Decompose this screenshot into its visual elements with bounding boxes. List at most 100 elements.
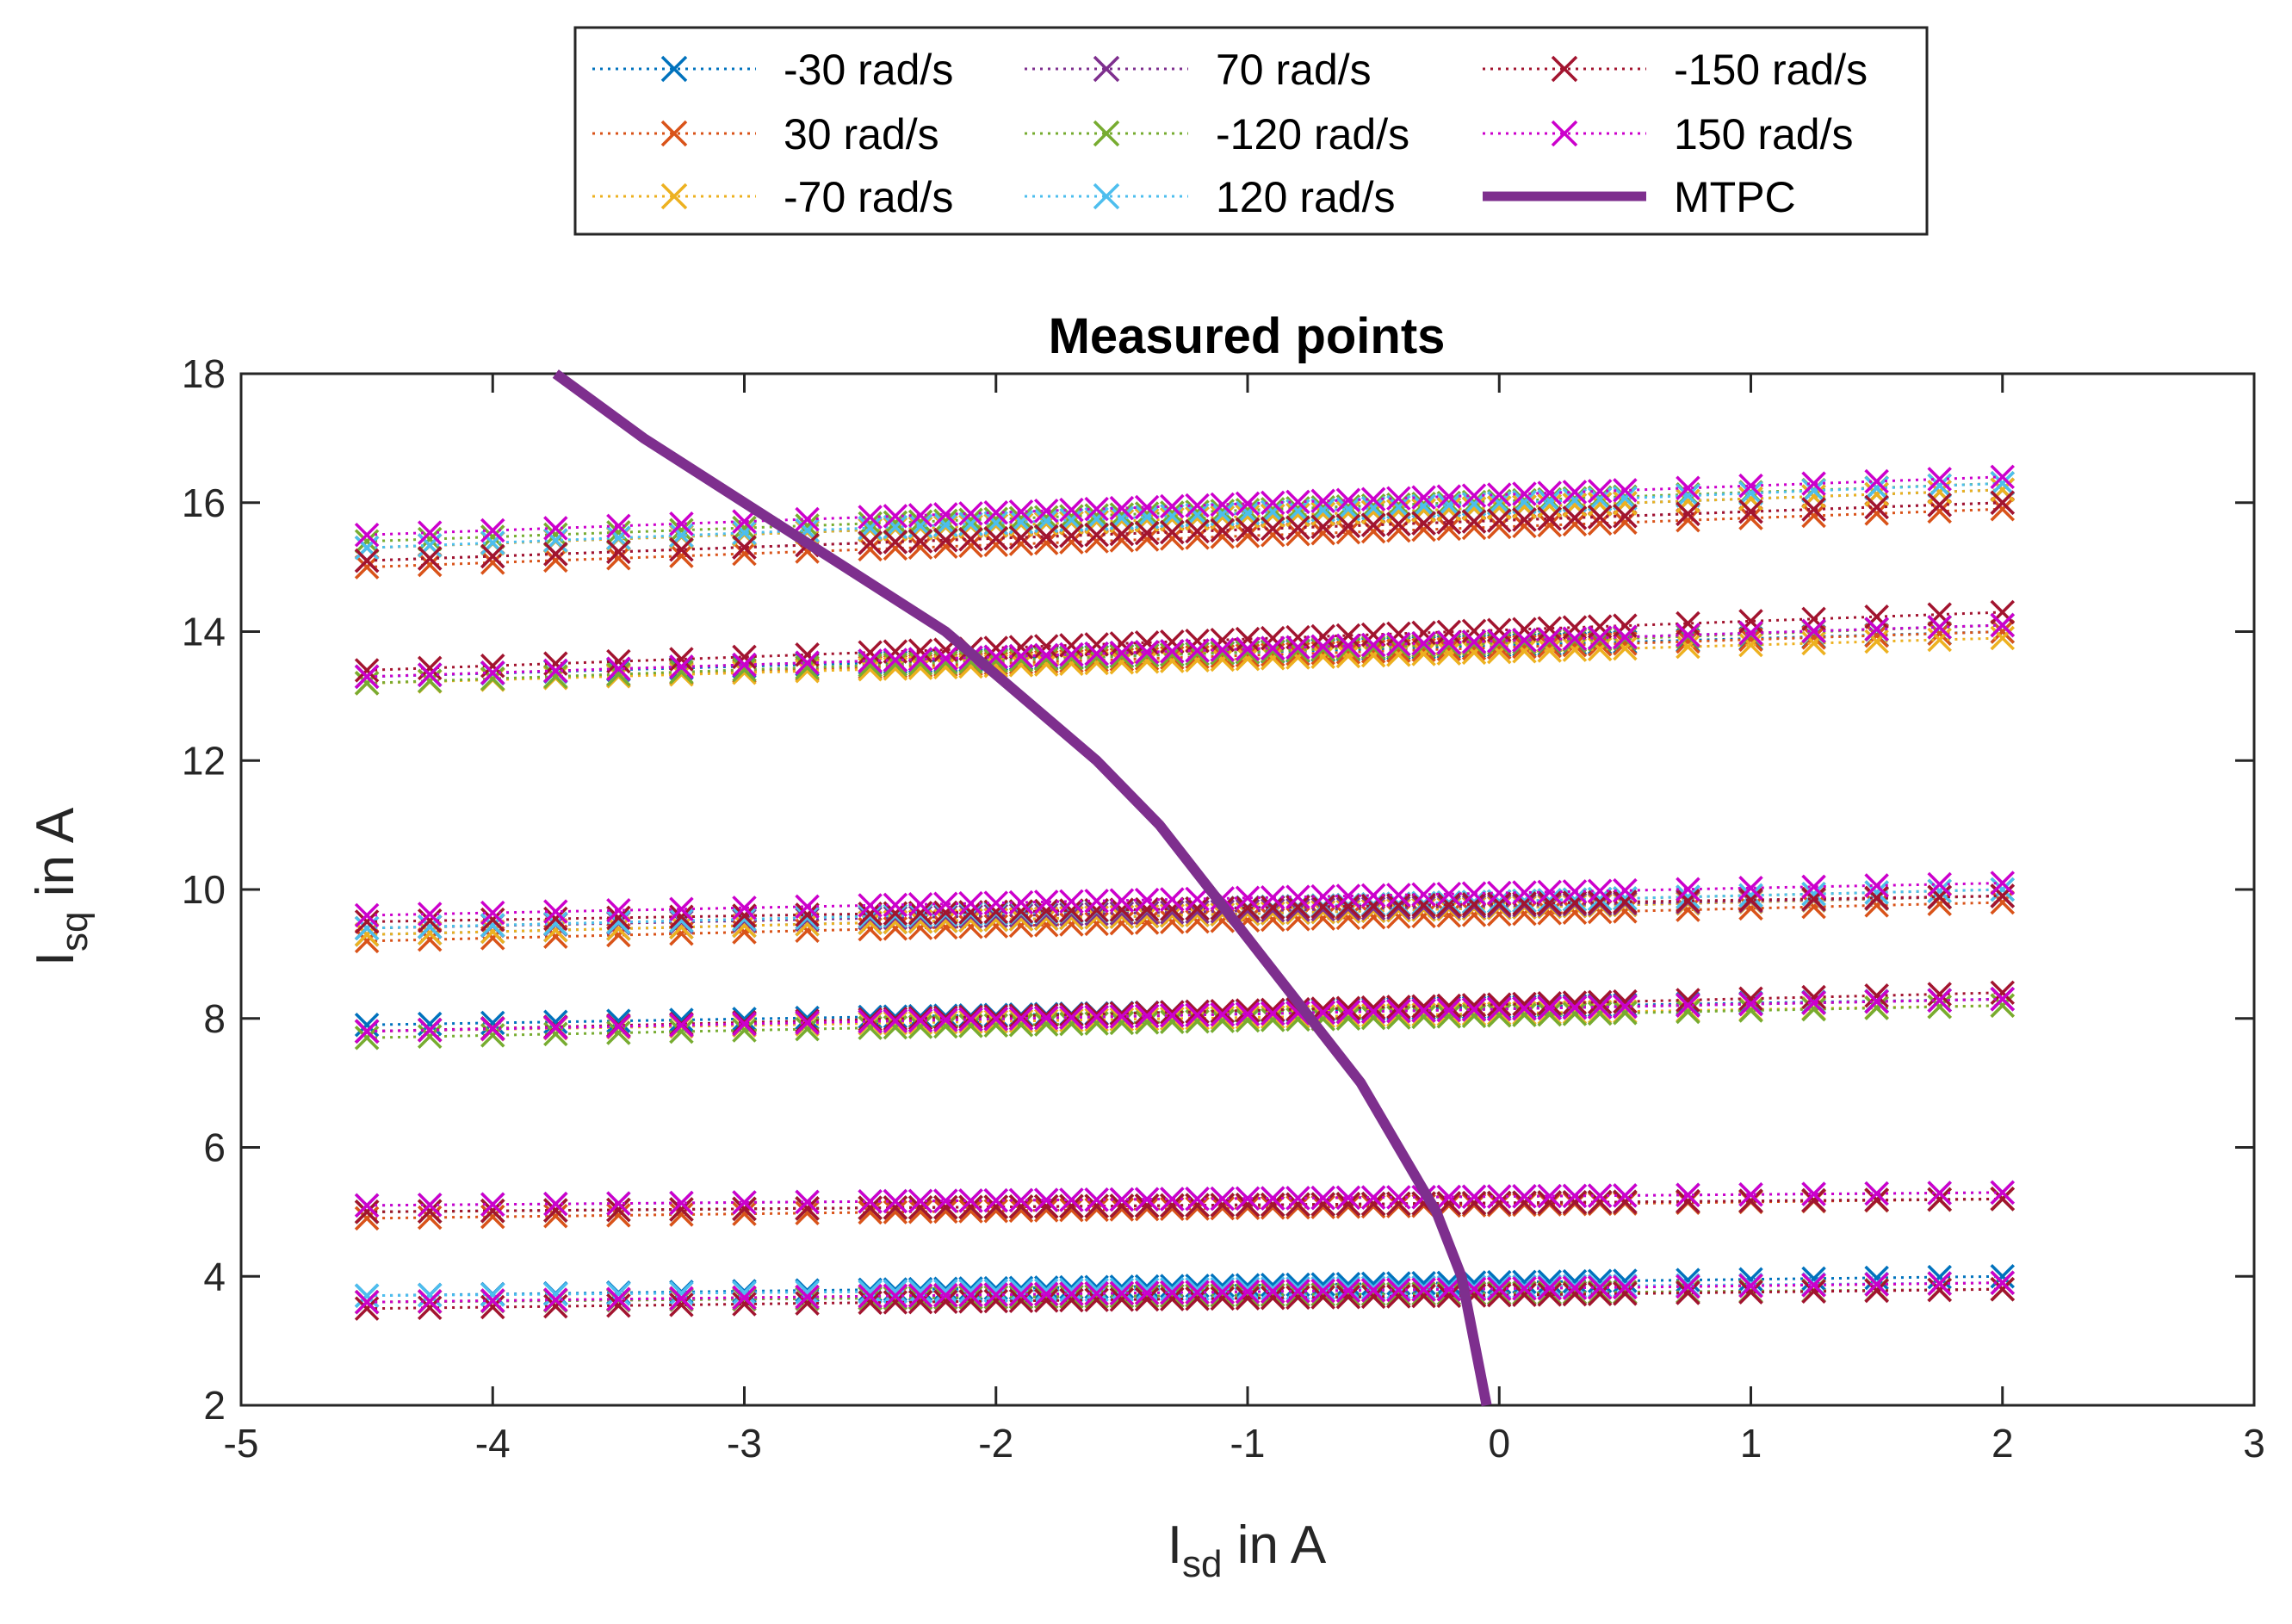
data-point: [732, 652, 757, 678]
data-point: [1260, 1004, 1285, 1030]
data-point: [1335, 487, 1361, 512]
data-point: [1109, 1277, 1135, 1303]
data-point: [1008, 1278, 1034, 1303]
data-point: [1033, 498, 1059, 524]
data-point: [417, 546, 443, 571]
data-point: [1512, 617, 1537, 642]
data-point: [983, 890, 1008, 915]
data-point: [1210, 499, 1236, 524]
data-point: [1676, 623, 1700, 648]
data-point: [1461, 629, 1487, 654]
y-tick-label: 16: [182, 480, 226, 525]
data-point: [1436, 630, 1462, 655]
data-point: [1033, 1002, 1059, 1028]
series-line: [367, 1281, 2003, 1304]
data-point: [1134, 649, 1160, 674]
data-point: [606, 1191, 631, 1216]
data-point: [795, 1284, 820, 1310]
data-point: [1562, 990, 1588, 1015]
data-point: [1587, 995, 1613, 1020]
data-point: [883, 1008, 908, 1033]
data-point: [1864, 617, 1889, 642]
data-point: [1109, 1004, 1135, 1029]
data-point: [983, 1008, 1008, 1034]
data-point: [1360, 999, 1386, 1024]
data-point: [1360, 1003, 1386, 1028]
data-point: [1864, 873, 1889, 898]
data-point: [1160, 639, 1185, 664]
data-point: [1310, 1192, 1335, 1217]
data-point: [1927, 602, 1952, 627]
data-point: [1210, 998, 1236, 1024]
data-point: [543, 658, 568, 684]
data-point: [1008, 1006, 1034, 1031]
data-point: [958, 1013, 983, 1038]
data-point: [1562, 637, 1588, 662]
data-point: [1676, 988, 1700, 1013]
data-point: [1738, 620, 1763, 646]
data-point: [606, 539, 631, 565]
data-point: [1864, 1181, 1889, 1206]
data-point: [1562, 480, 1588, 505]
data-point: [543, 1191, 568, 1217]
data-point: [1487, 508, 1512, 533]
data-point: [1512, 481, 1537, 506]
data-point: [732, 1280, 757, 1305]
data-point: [1512, 888, 1537, 914]
data-point: [1512, 639, 1537, 664]
data-point: [606, 909, 631, 935]
data-point: [795, 902, 820, 927]
data-point: [1537, 879, 1562, 905]
x-tick-label: 2: [1992, 1421, 2014, 1466]
data-point: [1411, 994, 1436, 1019]
data-point: [1008, 1284, 1034, 1310]
data-point: [1461, 891, 1487, 917]
data-point: [417, 520, 443, 545]
data-point: [858, 648, 883, 673]
data-point: [1084, 1007, 1109, 1032]
data-point: [1260, 1001, 1285, 1026]
data-point: [1109, 1007, 1135, 1032]
data-point: [908, 647, 933, 672]
data-point: [1335, 1284, 1361, 1310]
data-point: [1033, 634, 1059, 659]
data-point: [1411, 637, 1436, 662]
data-point: [1109, 528, 1135, 553]
data-point: [1033, 642, 1059, 668]
data-point: [933, 508, 958, 534]
data-point: [1562, 1275, 1588, 1300]
series-line: [367, 997, 2003, 1033]
legend-item: 30 rad/s: [592, 110, 939, 158]
data-point: [1235, 1276, 1261, 1301]
data-point: [795, 1016, 820, 1042]
data-point: [1801, 618, 1826, 644]
data-point: [1134, 887, 1160, 913]
legend-item: -150 rad/s: [1483, 46, 1868, 94]
data-point: [1990, 1180, 2015, 1206]
data-point: [795, 1196, 820, 1221]
data-point: [1512, 995, 1537, 1021]
data-point: [1990, 612, 2015, 638]
data-point: [1411, 1281, 1436, 1306]
data-point: [908, 509, 933, 535]
data-point: [1260, 1282, 1285, 1308]
data-point: [1562, 879, 1588, 904]
x-tick-label: -4: [475, 1421, 511, 1466]
data-point: [1335, 1000, 1361, 1025]
data-point: [1235, 626, 1261, 652]
data-point: [1537, 1001, 1562, 1027]
data-point: [1160, 1196, 1185, 1222]
data-point: [1411, 517, 1436, 542]
data-point: [933, 908, 958, 933]
data-point: [1461, 509, 1487, 534]
data-point: [1033, 898, 1059, 924]
data-point: [1033, 1193, 1059, 1219]
data-point: [732, 1190, 757, 1215]
data-point: [1109, 649, 1135, 675]
data-point: [1160, 1280, 1185, 1305]
data-point: [1512, 1276, 1537, 1301]
data-point: [1310, 1285, 1335, 1310]
data-point: [1235, 1007, 1261, 1033]
data-point: [732, 515, 757, 541]
y-axis-label-sub: sq: [53, 911, 96, 951]
